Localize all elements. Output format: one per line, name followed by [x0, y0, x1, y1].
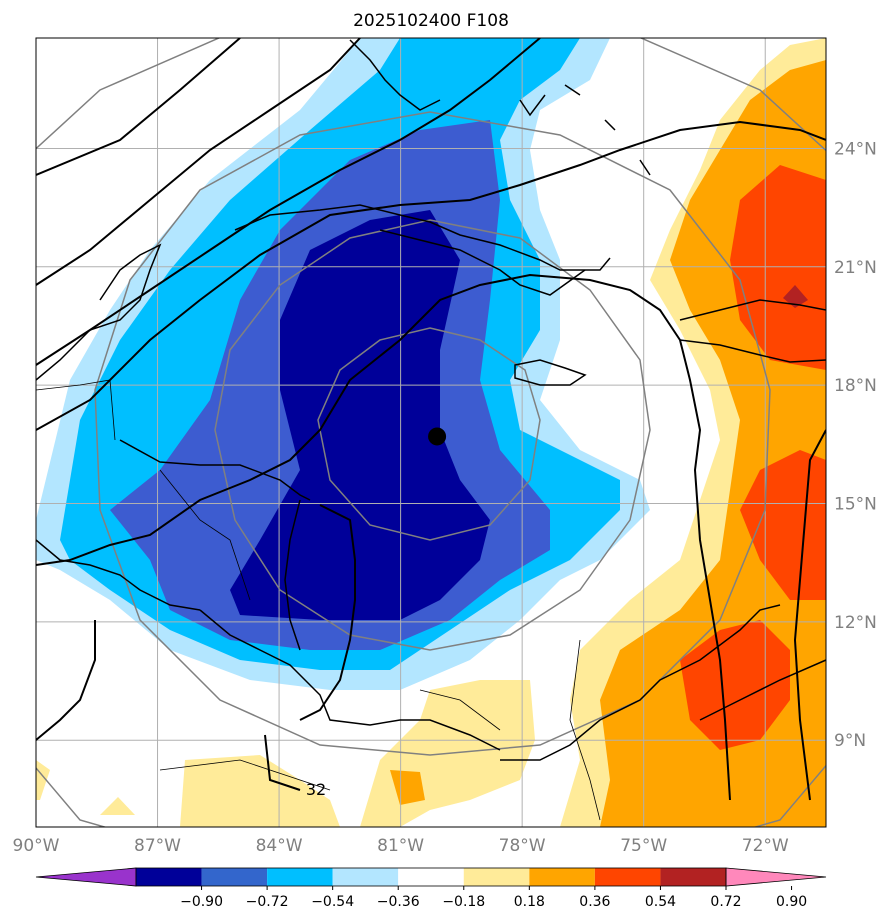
longitude-label: 72°W: [742, 836, 789, 856]
pos-strong-region-north: [730, 165, 826, 370]
colorbar-extend-high: [725, 867, 827, 887]
colorbar-tick-label: −0.18: [442, 894, 485, 910]
coast-cuba-south: [379, 229, 586, 296]
coast-colombia: [500, 604, 781, 761]
coast-nicaragua: [284, 499, 301, 651]
colorbar-tick-label: −0.72: [246, 894, 289, 910]
contour-9: [264, 734, 301, 791]
contour-5: [36, 273, 731, 801]
colorbar-outline: [135, 867, 727, 887]
map-frame: [35, 37, 827, 828]
pos-pale-patch-sw: [180, 755, 340, 827]
latitude-label: 9°N: [834, 731, 866, 751]
lat-lon-grid: [36, 38, 826, 827]
colorbar-tick-label: −0.36: [377, 894, 420, 910]
latitude-label: 24°N: [834, 139, 877, 159]
pos-pale-patch-w: [36, 760, 50, 800]
colorbar-tick-label: 0.18: [514, 894, 545, 910]
colorbar-tick-label: 0.54: [645, 894, 676, 910]
coastlines: [36, 39, 826, 761]
range-ring-outer: [94, 111, 771, 756]
longitude-label: 75°W: [620, 836, 667, 856]
latitude-labels: 24°N 21°N 18°N 15°N 12°N 9°N: [834, 139, 877, 751]
coast-centralam-west: [36, 539, 201, 611]
range-ring-mid: [214, 219, 651, 651]
longitude-label: 87°W: [134, 836, 181, 856]
coast-yucatan: [36, 243, 162, 381]
contour-7: [299, 504, 356, 721]
latitude-label: 15°N: [834, 495, 877, 515]
pos-mid-patch-s: [390, 770, 425, 805]
colorbar-extend-low: [35, 867, 137, 887]
colorbar-tick-label: 0.36: [579, 894, 610, 910]
coast-costarica-panama: [199, 609, 501, 751]
coast-venezuela: [699, 659, 826, 721]
longitude-labels: 90°W 87°W 84°W 81°W 78°W 75°W 72°W: [13, 836, 789, 856]
colorbar-tick-label: −0.90: [180, 894, 223, 910]
longitude-label: 90°W: [13, 836, 60, 856]
longitude-label: 84°W: [256, 836, 303, 856]
colorbar: −0.90 −0.72 −0.54 −0.36 −0.18 0.18 0.36 0.54 0.7…: [35, 867, 827, 910]
colorbar-bin: [463, 868, 530, 886]
colorbar-bin: [594, 868, 661, 886]
range-ring-inner: [317, 327, 541, 541]
colorbar-bin: [398, 868, 464, 886]
coast-florida: [349, 39, 441, 111]
latitude-label: 21°N: [834, 258, 877, 278]
colorbar-bin: [201, 868, 268, 886]
pos-strong-region-south: [680, 620, 790, 750]
pos-pale-patch-w2: [100, 797, 135, 815]
coast-hispaniola: [679, 299, 826, 363]
coast-cuba: [234, 204, 611, 271]
latitude-label: 12°N: [834, 613, 877, 633]
colorbar-tick-label: 0.72: [710, 894, 741, 910]
contour-4: [36, 120, 826, 431]
colorbar-bin: [529, 868, 595, 886]
coast-honduras: [119, 439, 311, 501]
country-borders: [36, 379, 601, 821]
storm-center-marker: [428, 427, 447, 446]
contour-label: 32: [306, 780, 326, 799]
map-title: 2025102400 F108: [353, 11, 509, 31]
contour-8: [793, 429, 826, 801]
height-contours: [36, 38, 826, 801]
coast-bahamas: [519, 84, 651, 176]
colorbar-bin: [136, 868, 202, 886]
pos-max-region: [783, 285, 808, 308]
longitude-label: 78°W: [499, 836, 546, 856]
colorbar-bin: [332, 868, 399, 886]
longitude-label: 81°W: [377, 836, 424, 856]
colorbar-tick-label: −0.54: [311, 894, 354, 910]
pos-strong-region-east: [740, 450, 826, 600]
contour-6: [36, 620, 96, 741]
contour-2: [36, 38, 361, 286]
colorbar-bin: [267, 868, 333, 886]
coast-jamaica: [514, 359, 587, 386]
latitude-label: 18°N: [834, 376, 877, 396]
contour-3: [36, 38, 541, 366]
colorbar-bin: [660, 868, 726, 886]
colorbar-tick-label: 0.90: [776, 894, 807, 910]
contour-1: [36, 38, 241, 176]
